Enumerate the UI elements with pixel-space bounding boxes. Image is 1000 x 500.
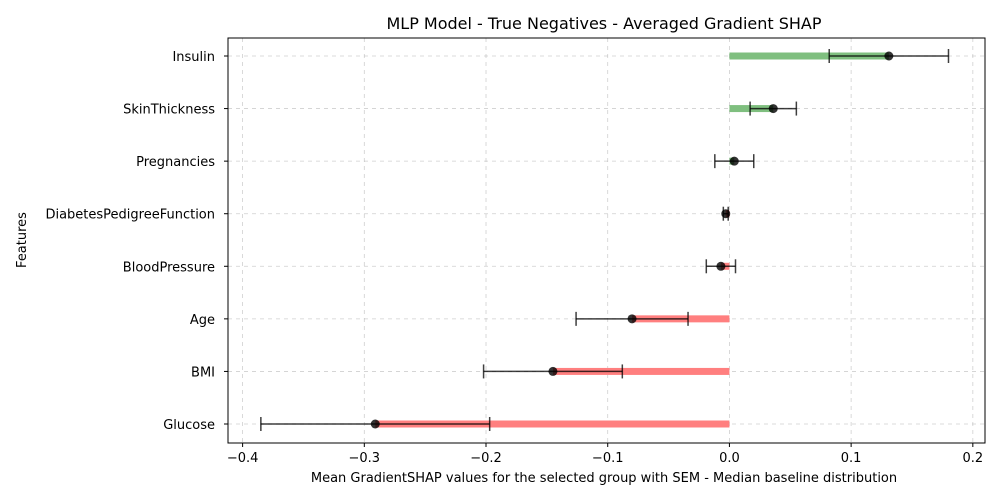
x-tick-label: 0.2 [962, 451, 983, 466]
data-point [370, 419, 380, 429]
bar [552, 367, 730, 375]
points [370, 51, 894, 429]
y-tick-label: BMI [191, 365, 215, 380]
x-axis-label: Mean GradientSHAP values for the selecte… [311, 471, 897, 486]
y-tick-label: DiabetesPedigreeFunction [45, 208, 215, 223]
y-tick-label: Glucose [163, 418, 215, 433]
data-point [729, 156, 739, 166]
x-tick-label: 0.0 [719, 451, 740, 466]
data-point [721, 209, 731, 219]
x-tick-label: −0.3 [349, 451, 381, 466]
chart-title: MLP Model - True Negatives - Averaged Gr… [386, 14, 821, 33]
data-point [627, 314, 637, 324]
y-tick-label: BloodPressure [123, 260, 215, 275]
y-tick-label: Age [190, 313, 215, 328]
data-point [768, 104, 778, 114]
x-tick-label: −0.4 [227, 451, 259, 466]
y-tick-label: Insulin [172, 50, 215, 65]
bar [375, 420, 730, 428]
x-tick-label: −0.1 [592, 451, 624, 466]
data-point [548, 366, 558, 376]
data-point [884, 51, 894, 61]
bar [729, 52, 889, 60]
x-ticks: −0.4 −0.3 −0.2 −0.1 0.0 0.1 0.2 [227, 443, 983, 466]
y-axis-label: Features [15, 212, 30, 268]
x-tick-label: 0.1 [841, 451, 862, 466]
data-point [716, 261, 726, 271]
plot-frame [227, 37, 986, 444]
y-tick-label: Pregnancies [136, 155, 215, 170]
x-tick-label: −0.2 [470, 451, 502, 466]
y-ticks: Insulin SkinThickness Pregnancies DiabetesP… [45, 50, 228, 433]
grid [228, 38, 985, 443]
y-tick-label: SkinThickness [123, 103, 215, 118]
